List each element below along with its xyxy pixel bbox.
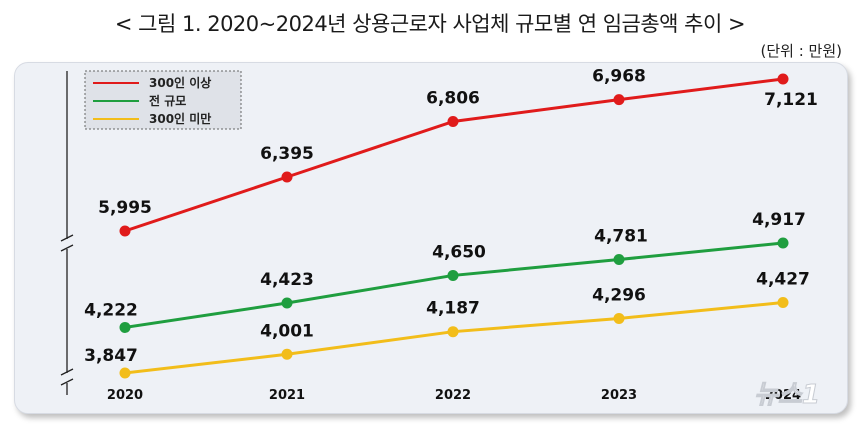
x-tick-label: 2021 xyxy=(269,388,305,403)
data-label: 4,917 xyxy=(752,210,806,230)
data-point xyxy=(281,348,293,360)
legend-label: 300인 미만 xyxy=(149,111,211,126)
data-label: 6,968 xyxy=(592,67,646,87)
x-tick-label: 2020 xyxy=(107,388,143,403)
data-point xyxy=(281,171,293,183)
data-point xyxy=(447,326,459,338)
data-point xyxy=(777,237,789,249)
axis-break-mark xyxy=(60,244,74,252)
data-label: 4,423 xyxy=(260,270,314,290)
line-chart: 2020 2021 2022 2023 2024 5,995 6,395 6,806 6,968… xyxy=(60,67,820,411)
data-label: 7,121 xyxy=(764,90,818,110)
x-tick-label: 2023 xyxy=(601,388,637,403)
data-label: 4,222 xyxy=(84,300,138,320)
data-label: 3,847 xyxy=(84,346,138,366)
data-point xyxy=(447,269,459,281)
watermark-logo: 뉴스1 xyxy=(754,380,820,410)
axis-break-mark xyxy=(60,368,74,376)
data-label: 6,395 xyxy=(260,144,314,164)
data-label: 5,995 xyxy=(98,198,152,218)
data-label: 4,187 xyxy=(426,299,480,319)
legend-label: 전 규모 xyxy=(149,93,186,108)
data-label: 4,001 xyxy=(260,321,314,341)
axis-break-mark xyxy=(60,378,74,386)
data-point xyxy=(777,73,789,85)
axis-break-mark xyxy=(60,234,74,242)
data-label: 4,781 xyxy=(594,227,648,247)
data-point xyxy=(281,297,293,309)
data-point xyxy=(447,116,459,128)
unit-label: (단위 : 만원) xyxy=(760,42,843,60)
chart-panel: 2020 2021 2022 2023 2024 5,995 6,395 6,806 6,968… xyxy=(14,62,848,414)
data-point xyxy=(119,225,131,237)
data-label: 4,427 xyxy=(756,270,810,290)
data-label: 6,806 xyxy=(426,89,480,109)
data-point xyxy=(613,94,625,106)
data-label: 4,650 xyxy=(432,242,486,262)
data-point xyxy=(119,321,131,333)
chart-title: < 그림 1. 2020~2024년 상용근로자 사업체 규모별 연 임금총액 … xyxy=(114,12,746,36)
x-tick-label: 2024 xyxy=(765,388,801,403)
data-point xyxy=(119,367,131,379)
legend-label: 300인 이상 xyxy=(149,75,211,90)
data-point xyxy=(613,312,625,324)
data-point xyxy=(777,297,789,309)
data-point xyxy=(613,254,625,266)
x-tick-label: 2022 xyxy=(435,388,471,403)
data-label: 4,296 xyxy=(592,285,646,305)
